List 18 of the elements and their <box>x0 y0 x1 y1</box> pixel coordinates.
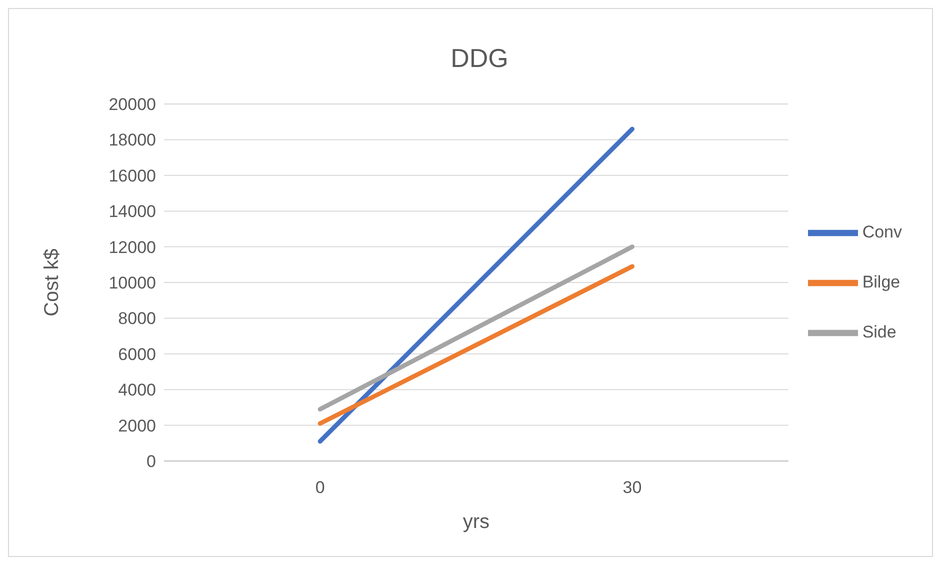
chart-title: DDG <box>450 43 510 74</box>
legend-label: Conv <box>862 222 902 241</box>
y-tick-label: 12000 <box>108 238 156 257</box>
y-tick-label: 16000 <box>108 166 156 186</box>
y-tick-label: 6000 <box>118 344 156 364</box>
y-tick-label: 0 <box>146 452 156 472</box>
x-axis-title: yrs <box>462 511 490 533</box>
y-tick-label: 4000 <box>118 380 156 400</box>
legend-label: Bilge <box>862 272 900 291</box>
y-tick-label: 14000 <box>108 202 156 222</box>
x-tick-label: 30 <box>622 478 642 498</box>
y-tick-label: 8000 <box>118 309 156 328</box>
y-axis-title: Cost k$ <box>41 248 64 316</box>
y-tick-label: 10000 <box>108 274 156 293</box>
y-tick-label: 2000 <box>118 416 156 436</box>
y-tick-label: 20000 <box>108 95 156 114</box>
legend-label: Side <box>862 322 896 341</box>
y-tick-label: 18000 <box>108 130 156 150</box>
